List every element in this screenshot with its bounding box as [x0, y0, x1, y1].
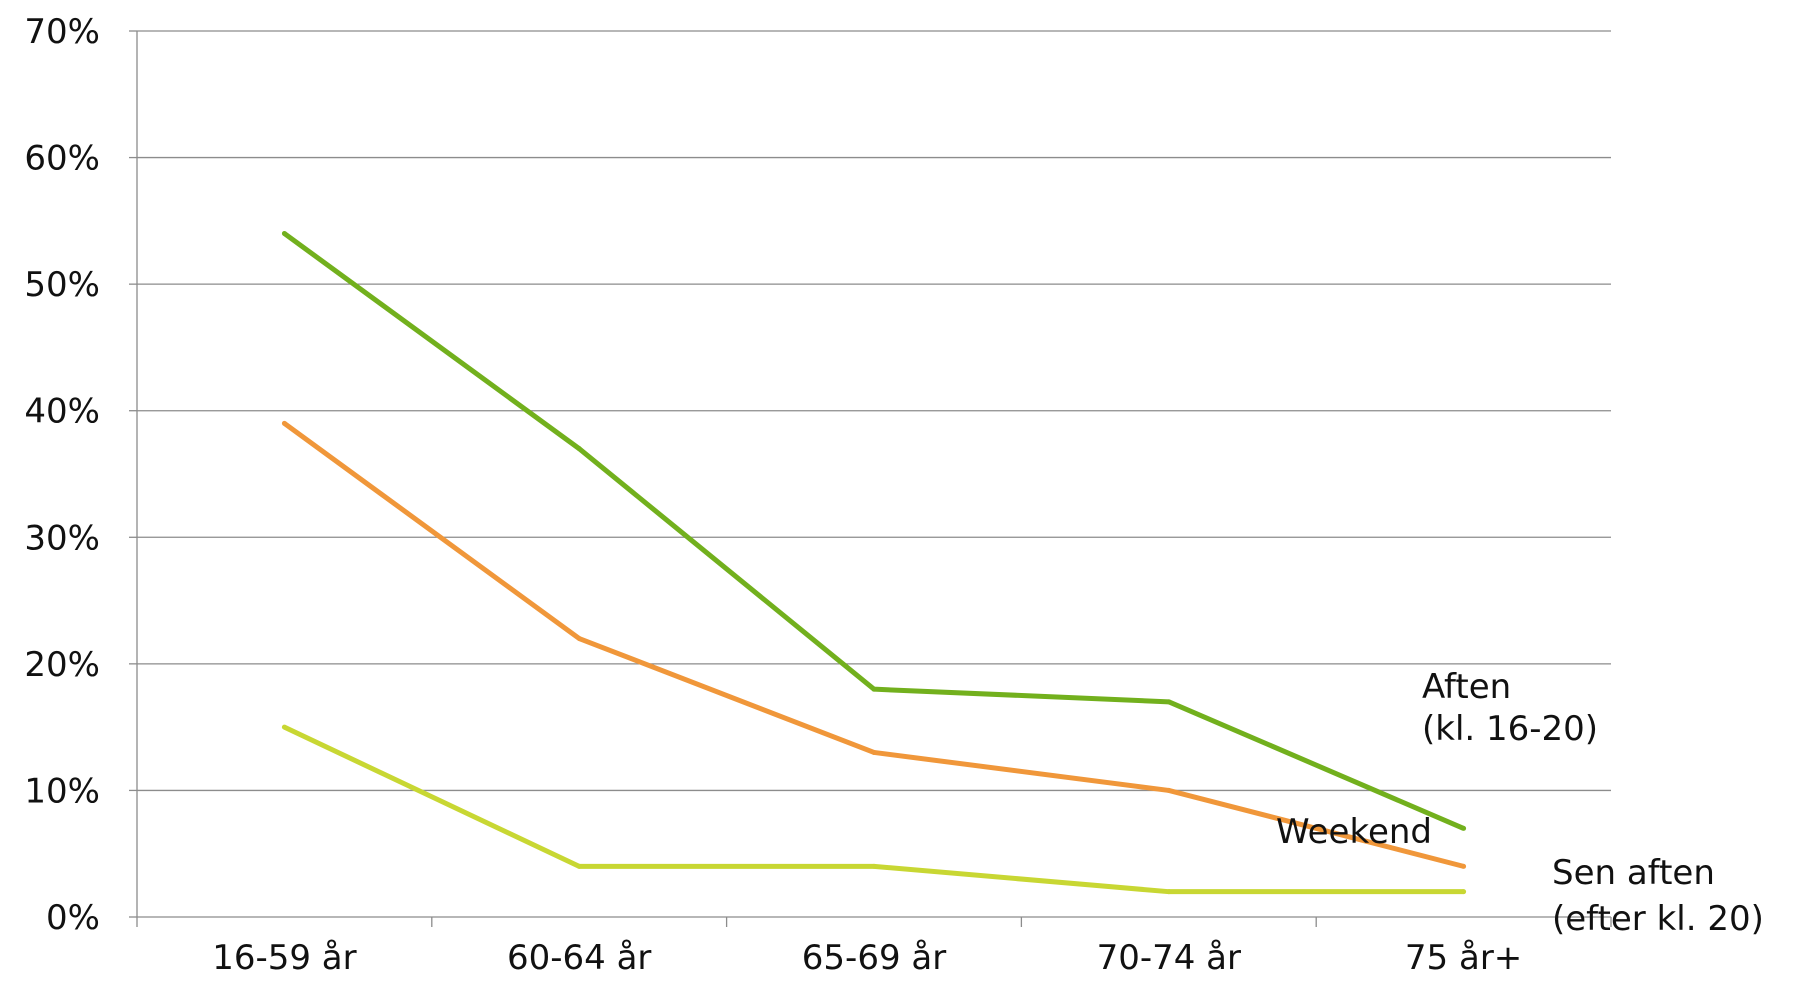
series-label: (efter kl. 20)	[1552, 899, 1764, 939]
y-tick-label: 50%	[24, 265, 100, 305]
series-line	[282, 231, 1465, 831]
series-lines	[281, 231, 1467, 895]
series-label: Sen aften	[1552, 853, 1715, 893]
x-category-label: 60-64 år	[507, 938, 651, 978]
data-point	[576, 863, 582, 869]
series-line	[282, 421, 1465, 869]
data-point	[1166, 787, 1172, 793]
series-label: Weekend	[1276, 812, 1432, 852]
data-point	[871, 686, 877, 692]
data-point	[281, 420, 287, 426]
tick-labels: 0% 10% 20% 30% 40% 50% 60% 70% 16-59 år 60-64 år 6…	[24, 12, 1522, 978]
axes	[129, 30, 1612, 927]
data-point	[871, 863, 877, 869]
data-point	[576, 636, 582, 642]
y-tick-label: 70%	[24, 12, 100, 52]
data-point	[1461, 889, 1467, 895]
x-category-label: 65-69 år	[802, 938, 946, 978]
series-label: Aften	[1422, 667, 1511, 707]
y-tick-label: 60%	[24, 139, 100, 179]
data-point	[1461, 825, 1467, 831]
x-category-label: 70-74 år	[1097, 938, 1241, 978]
data-point	[871, 749, 877, 755]
gridlines	[137, 30, 1611, 792]
data-point	[1166, 699, 1172, 705]
data-point	[281, 231, 287, 237]
data-point	[1461, 863, 1467, 869]
y-tick-label: 40%	[24, 392, 100, 432]
data-point	[1166, 889, 1172, 895]
y-tick-label: 30%	[24, 518, 100, 558]
data-point	[576, 446, 582, 452]
data-point	[281, 724, 287, 730]
y-tick-label: 10%	[24, 771, 100, 811]
x-category-label: 16-59 år	[212, 938, 356, 978]
x-category-label: 75 år+	[1405, 938, 1522, 978]
series-labels: Aften(kl. 16-20) Weekend Sen aften (efter k…	[1276, 667, 1764, 939]
y-tick-label: 0%	[46, 898, 100, 938]
y-tick-label: 20%	[24, 645, 100, 685]
series-label: (kl. 16-20)	[1422, 709, 1598, 749]
